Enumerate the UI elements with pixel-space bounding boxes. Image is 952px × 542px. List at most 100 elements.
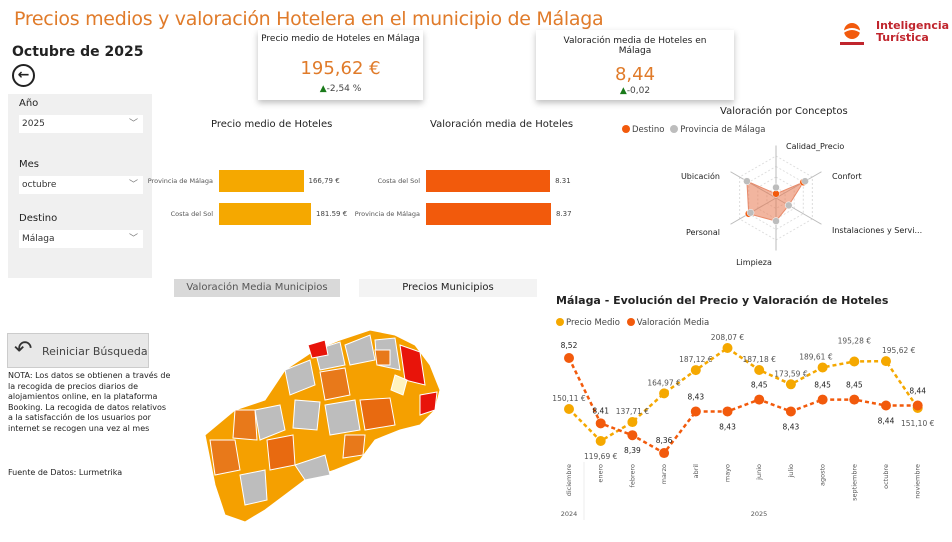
line-point [817,362,828,373]
kpi-delta-value: -0,02 [626,86,651,96]
line-data-label: 195,28 € [838,336,872,345]
legend-label: Precio Medio [566,318,620,328]
line-point [849,356,860,367]
x-tick-label: octubre [882,464,890,489]
line-data-label: 173,59 € [774,369,808,378]
line-data-label: 189,61 € [799,352,833,361]
line-data-label: 8,36 [656,436,673,445]
rating-bar-title: Valoración media de Hoteles [430,119,574,130]
destination-select[interactable]: Málaga ﹀ [19,230,143,248]
radar-point [772,190,780,198]
bar-category-label: Costa del Sol [170,210,213,218]
radar-axis-label: Limpieza [736,258,772,267]
radar-point [801,177,809,185]
line-chart: 150,11 € 119,69 € 137,71 € 164,97 € 187,12 €… [552,333,935,520]
line-data-label: 8,41 [592,406,609,415]
radar-point [743,177,751,185]
radar-axis-label: Calidad_Precio [786,142,844,151]
tab-valoracion-municipios[interactable]: Valoración Media Municipios [174,279,340,297]
line-point [690,406,701,417]
tab-precios-municipios[interactable]: Precios Municipios [359,279,537,297]
radar-title: Valoración por Conceptos [720,106,848,117]
x-tick-label: mayo [724,464,732,482]
line-point [817,394,828,405]
radar-point [746,208,755,217]
year-label: 2025 [751,510,768,518]
line-point [659,448,670,459]
radar-point [772,217,780,225]
bar-value-label: 181.59 € [316,210,348,218]
kpi-delta-value: -2,54 % [326,84,362,94]
bar-category-label: Provincia de Málaga [354,210,420,218]
x-tick-label: diciembre [565,464,573,496]
x-tick-label: junio [755,464,763,481]
line-point [690,365,701,376]
radar-legend: Destino Provincia de Málaga [622,125,765,135]
kpi-delta: ▲-2,54 % [258,84,423,94]
line-point [912,400,923,411]
line-series-valoracion [567,357,918,455]
year-select[interactable]: 2025 ﹀ [19,115,143,133]
line-legend: Precio Medio Valoración Media [556,318,709,328]
line-point [659,388,670,399]
line-data-label: 8,43 [783,422,800,431]
legend-label: Provincia de Málaga [680,125,766,135]
x-tick-label: noviembre [914,464,922,499]
line-data-label: 8,45 [814,381,831,390]
legend-dot [556,318,564,326]
bar[interactable] [426,203,551,225]
line-data-label: 8,43 [719,422,736,431]
price-bar-chart: Provincia de Málaga 166,79 € Costa del Sol… [148,160,350,240]
reset-search-button[interactable]: ↶ Reiniciar Búsqueda [7,333,149,368]
radar-point [784,201,793,210]
legend-dot [622,125,630,133]
line-data-label: 187,12 € [679,355,713,364]
kpi-value: 195,62 € [300,58,381,79]
line-chart-title: Málaga - Evolución del Precio y Valoraci… [556,294,889,307]
x-tick-label: julio [787,464,795,479]
line-data-label: 195,62 € [882,346,916,355]
line-data-label: 8,44 [878,417,895,426]
x-tick-label: marzo [660,464,668,484]
month-select[interactable]: octubre ﹀ [19,176,143,194]
line-point [564,404,574,414]
legend-dot [670,125,679,133]
legend-dot [626,318,635,326]
kpi-delta: ▲-0,02 [536,86,734,96]
line-point [722,406,733,417]
line-data-label: 150,11 € [552,394,586,403]
x-tick-label: febrero [628,464,636,487]
chevron-down-icon: ﹀ [128,180,138,190]
bar-value-label: 8.31 [555,177,571,185]
line-point [785,379,796,390]
undo-arrow-icon: ↶ [14,337,33,362]
x-tick-label: agosto [819,464,827,486]
year-label: 2024 [561,510,578,518]
bar[interactable] [219,203,311,225]
bar[interactable] [219,170,304,192]
line-point [881,356,891,367]
bar[interactable] [426,170,551,192]
data-note: NOTA: Los datos se obtienen a través de … [8,371,171,433]
radar-chart: Calidad_Precio Confort Instalaciones y Ser… [681,142,922,267]
radar-axis-label: Confort [832,172,862,181]
kpi-title: Precio medio de Hoteles en Málaga [261,34,420,44]
data-source: Fuente de Datos: Lurmetrika [8,468,123,477]
arrow-left-circle-icon[interactable]: ← [12,64,35,87]
line-data-label: 119,69 € [584,452,618,461]
line-data-label: 8,39 [624,446,641,455]
line-point [564,353,574,363]
kpi-card-price: Precio medio de Hoteles en Málaga 195,62… [258,30,423,100]
legend-label: Destino [632,125,665,135]
line-data-label: 8,43 [687,392,704,401]
line-point [785,406,796,417]
filters-panel: Año 2025 ﹀ Mes octubre ﹀ Destino Málaga ﹀ [8,94,152,278]
line-data-label: 8,52 [561,341,578,350]
kpi-title: Valoración media de Hoteles en Málaga [563,36,707,56]
bar-value-label: 166,79 € [308,177,340,185]
radar-axis-label: Personal [686,228,720,237]
line-point [627,430,638,441]
line-data-label: 187,18 € [742,355,776,364]
month-label: Mes [19,159,39,170]
period-label: Octubre de 2025 [12,44,144,60]
